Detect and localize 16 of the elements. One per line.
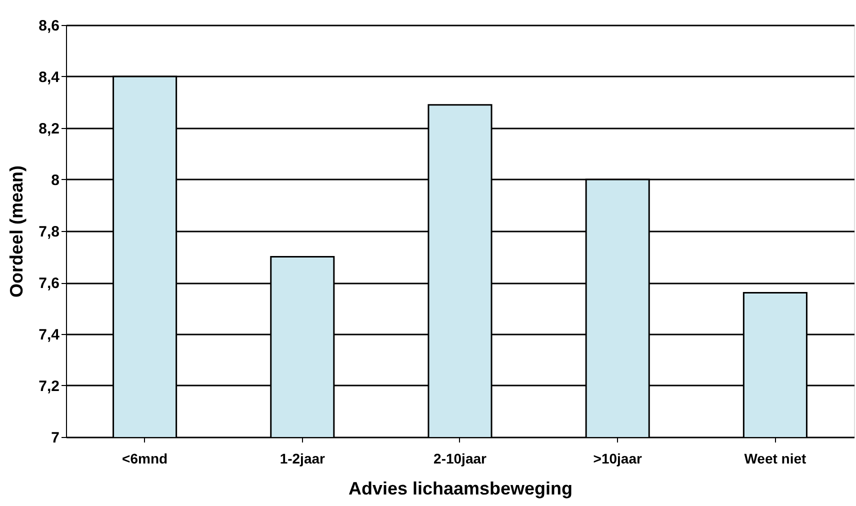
y-tick-label: 8,2 [38, 120, 60, 138]
x-tick-label: >10jaar [593, 450, 642, 466]
y-tick-label: 7 [51, 430, 60, 446]
x-axis-title: Advies lichaamsbeweging [348, 478, 573, 498]
y-tick-label: 8 [51, 172, 60, 189]
x-tick-label: <6mnd [122, 450, 168, 466]
x-tick-label: Weet niet [744, 450, 807, 466]
y-tick-label: 8,6 [38, 18, 60, 34]
y-tick-label: 7,8 [38, 224, 60, 240]
y-tick-label: 7,6 [38, 275, 60, 292]
x-tick-label: 1-2jaar [280, 450, 326, 466]
y-axis-title: Oordeel (mean) [6, 165, 27, 298]
y-tick-label: 7,4 [38, 326, 60, 344]
x-tick-label: 2-10jaar [434, 450, 488, 466]
y-tick-label: 8,4 [38, 69, 60, 86]
y-tick-label: 7,2 [38, 378, 60, 395]
